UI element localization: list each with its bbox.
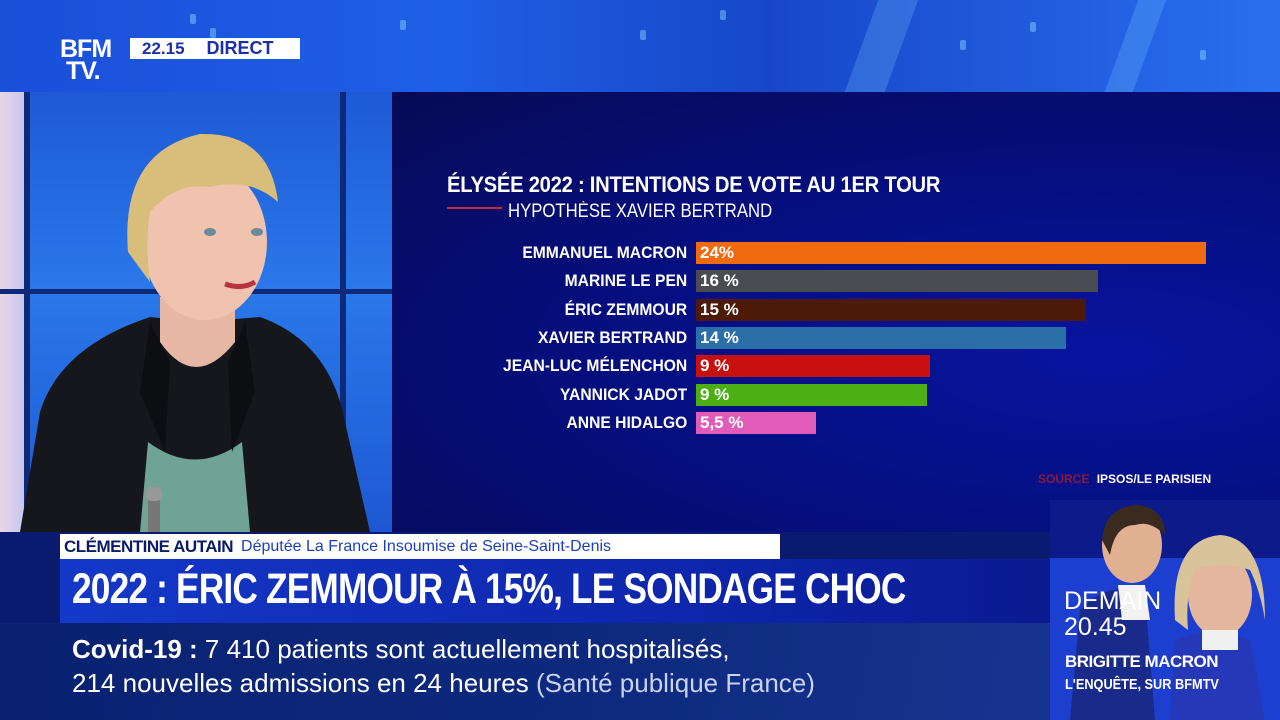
logo-line1: BFM — [60, 35, 112, 63]
clock-time: 22.15 — [142, 38, 185, 58]
chart-row-hidalgo: ANNE HIDALGO 5,5 % — [0, 412, 1280, 434]
decor-light — [1200, 50, 1206, 60]
promo-when: DEMAIN 20.45 — [1064, 588, 1161, 640]
decor-light — [190, 14, 196, 24]
news-ticker: Covid-19 : 7 410 patients sont actuellem… — [72, 632, 815, 700]
guest-name-strip: CLÉMENTINE AUTAIN Députée La France Inso… — [60, 534, 780, 559]
bar-zemmour — [696, 299, 1086, 321]
decor-light — [720, 10, 726, 20]
chart-row-bertrand: XAVIER BERTRAND 14 % — [0, 327, 1280, 349]
decor-light — [210, 28, 216, 38]
chart-source: SOURCE IPSOS/LE PARISIEN — [1038, 472, 1211, 486]
bar-value: 16 % — [700, 271, 739, 290]
studio-panel-divider — [24, 92, 30, 532]
bar-bertrand — [696, 327, 1066, 349]
promo-photo-icon — [1070, 505, 1265, 720]
candidate-name: JEAN-LUC MÉLENCHON — [502, 356, 687, 375]
chart-title: ÉLYSÉE 2022 : INTENTIONS DE VOTE AU 1ER … — [447, 172, 941, 197]
decor-light — [960, 40, 966, 50]
ticker-text1: 7 410 patients sont actuellement hospita… — [197, 634, 730, 664]
candidate-name: ÉRIC ZEMMOUR — [564, 300, 687, 319]
candidate-name: YANNICK JADOT — [559, 385, 687, 404]
bar-value: 15 % — [700, 300, 739, 319]
bar-jadot — [696, 384, 927, 406]
source-label: SOURCE — [1038, 472, 1090, 486]
chart-row-jadot: YANNICK JADOT 9 % — [0, 384, 1280, 406]
bar-melenchon — [696, 355, 930, 377]
source-value: IPSOS/LE PARISIEN — [1096, 472, 1212, 486]
candidate-name: ANNE HIDALGO — [566, 413, 687, 432]
bar-value: 9 % — [700, 356, 730, 375]
live-badge: DIRECT — [206, 38, 274, 58]
ticker-text2: 214 nouvelles admissions en 24 heures — [72, 668, 529, 698]
chart-row-zemmour: ÉRIC ZEMMOUR 15 % — [0, 299, 1280, 321]
bar-le-pen — [696, 270, 1098, 292]
bar-value: 14 % — [700, 328, 739, 347]
clock-live-box: 22.15 DIRECT — [130, 38, 300, 59]
studio-edge — [0, 92, 24, 532]
ticker-source: (Santé publique France) — [528, 668, 815, 698]
decor-light — [1030, 22, 1036, 32]
channel-logo: BFM TV. — [60, 35, 112, 85]
headline: 2022 : ÉRIC ZEMMOUR À 15%, LE SONDAGE CH… — [72, 565, 906, 613]
ticker-lead: Covid-19 : — [72, 634, 198, 664]
ticker-line1: Covid-19 : 7 410 patients sont actuellem… — [72, 632, 815, 666]
studio-panel-divider — [340, 92, 346, 532]
bar-value: 24% — [700, 243, 735, 262]
program-promo — [1050, 500, 1280, 720]
decor-streak — [1098, 0, 1170, 92]
candidate-name: XAVIER BERTRAND — [537, 328, 687, 347]
headline-bar — [60, 559, 1050, 623]
promo-subtitle: L'ENQUÊTE, SUR BFMTV — [1065, 676, 1219, 693]
guest-figure-icon — [20, 133, 370, 532]
ticker-line2: 214 nouvelles admissions en 24 heures (S… — [72, 666, 815, 700]
chart-row-macron: EMMANUEL MACRON 24% — [0, 242, 1280, 264]
promo-day: DEMAIN — [1064, 587, 1162, 615]
guest-video — [0, 92, 392, 532]
bar-value: 9 % — [700, 385, 730, 404]
candidate-name: MARINE LE PEN — [564, 271, 687, 290]
chart-subtitle: HYPOTHÈSE XAVIER BERTRAND — [508, 201, 773, 222]
guest-name: CLÉMENTINE AUTAIN — [64, 536, 234, 556]
promo-title: BRIGITTE MACRON — [1065, 652, 1219, 671]
decor-light — [640, 30, 646, 40]
decor-streak — [838, 0, 922, 92]
bar-macron — [696, 242, 1206, 264]
promo-time: 20.45 — [1064, 613, 1127, 641]
bar-value: 5,5 % — [700, 413, 744, 432]
subtitle-rule — [447, 207, 502, 209]
candidate-name: EMMANUEL MACRON — [522, 243, 687, 262]
decor-light — [400, 20, 406, 30]
guest-role: Députée La France Insoumise de Seine-Sai… — [241, 537, 612, 555]
logo-line2: TV. — [66, 57, 101, 85]
chart-row-le-pen: MARINE LE PEN 16 % — [0, 270, 1280, 292]
bar-hidalgo — [696, 412, 816, 434]
chart-row-melenchon: JEAN-LUC MÉLENCHON 9 % — [0, 355, 1280, 377]
